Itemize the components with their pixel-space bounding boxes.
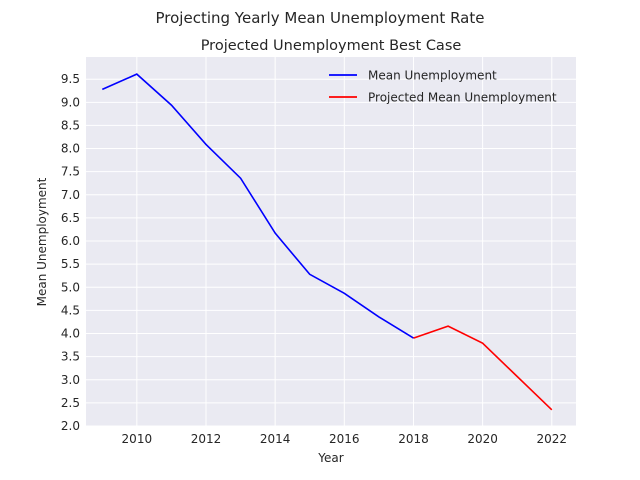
grid bbox=[86, 57, 576, 427]
series-line-1 bbox=[413, 325, 553, 411]
y-axis-label: Mean Unemployment bbox=[35, 177, 49, 306]
x-tick-label: 2014 bbox=[260, 432, 291, 446]
legend-label-1: Projected Mean Unemployment bbox=[368, 91, 557, 105]
chart-title: Projected Unemployment Best Case bbox=[201, 38, 462, 54]
y-tick-label: 6.0 bbox=[61, 234, 80, 248]
y-tick-label: 8.5 bbox=[61, 118, 80, 132]
y-tick-label: 9.0 bbox=[61, 95, 80, 109]
x-tick-label: 2012 bbox=[191, 432, 222, 446]
y-tick-label: 3.0 bbox=[61, 373, 80, 387]
y-tick-label: 5.0 bbox=[61, 280, 80, 294]
x-axis-label: Year bbox=[317, 451, 343, 465]
y-tick-label: 2.5 bbox=[61, 396, 80, 410]
y-tick-label: 7.5 bbox=[61, 165, 80, 179]
series-line-0 bbox=[101, 73, 414, 339]
x-tick-label: 2022 bbox=[537, 432, 568, 446]
x-tick-label: 2010 bbox=[122, 432, 153, 446]
y-tick-label: 7.0 bbox=[61, 188, 80, 202]
y-tick-label: 4.0 bbox=[61, 327, 80, 341]
y-tick-label: 4.5 bbox=[61, 303, 80, 317]
series-lines bbox=[101, 73, 553, 411]
y-tick-label: 5.5 bbox=[61, 257, 80, 271]
ticks: 2010 2012 2014 2016 2018 2020 2022 2.0 2.5 3.0 3.5… bbox=[61, 72, 567, 446]
y-tick-label: 9.5 bbox=[61, 72, 80, 86]
y-tick-label: 8.0 bbox=[61, 142, 80, 156]
chart-suptitle: Projecting Yearly Mean Unemployment Rate bbox=[156, 9, 485, 27]
x-tick-label: 2020 bbox=[467, 432, 498, 446]
y-tick-label: 2.0 bbox=[61, 419, 80, 433]
y-tick-label: 6.5 bbox=[61, 211, 80, 225]
y-tick-label: 3.5 bbox=[61, 350, 80, 364]
x-tick-label: 2018 bbox=[398, 432, 429, 446]
x-tick-label: 2016 bbox=[329, 432, 360, 446]
legend-label-0: Mean Unemployment bbox=[368, 69, 497, 83]
legend: Mean Unemployment Projected Mean Unemploy… bbox=[329, 69, 557, 105]
